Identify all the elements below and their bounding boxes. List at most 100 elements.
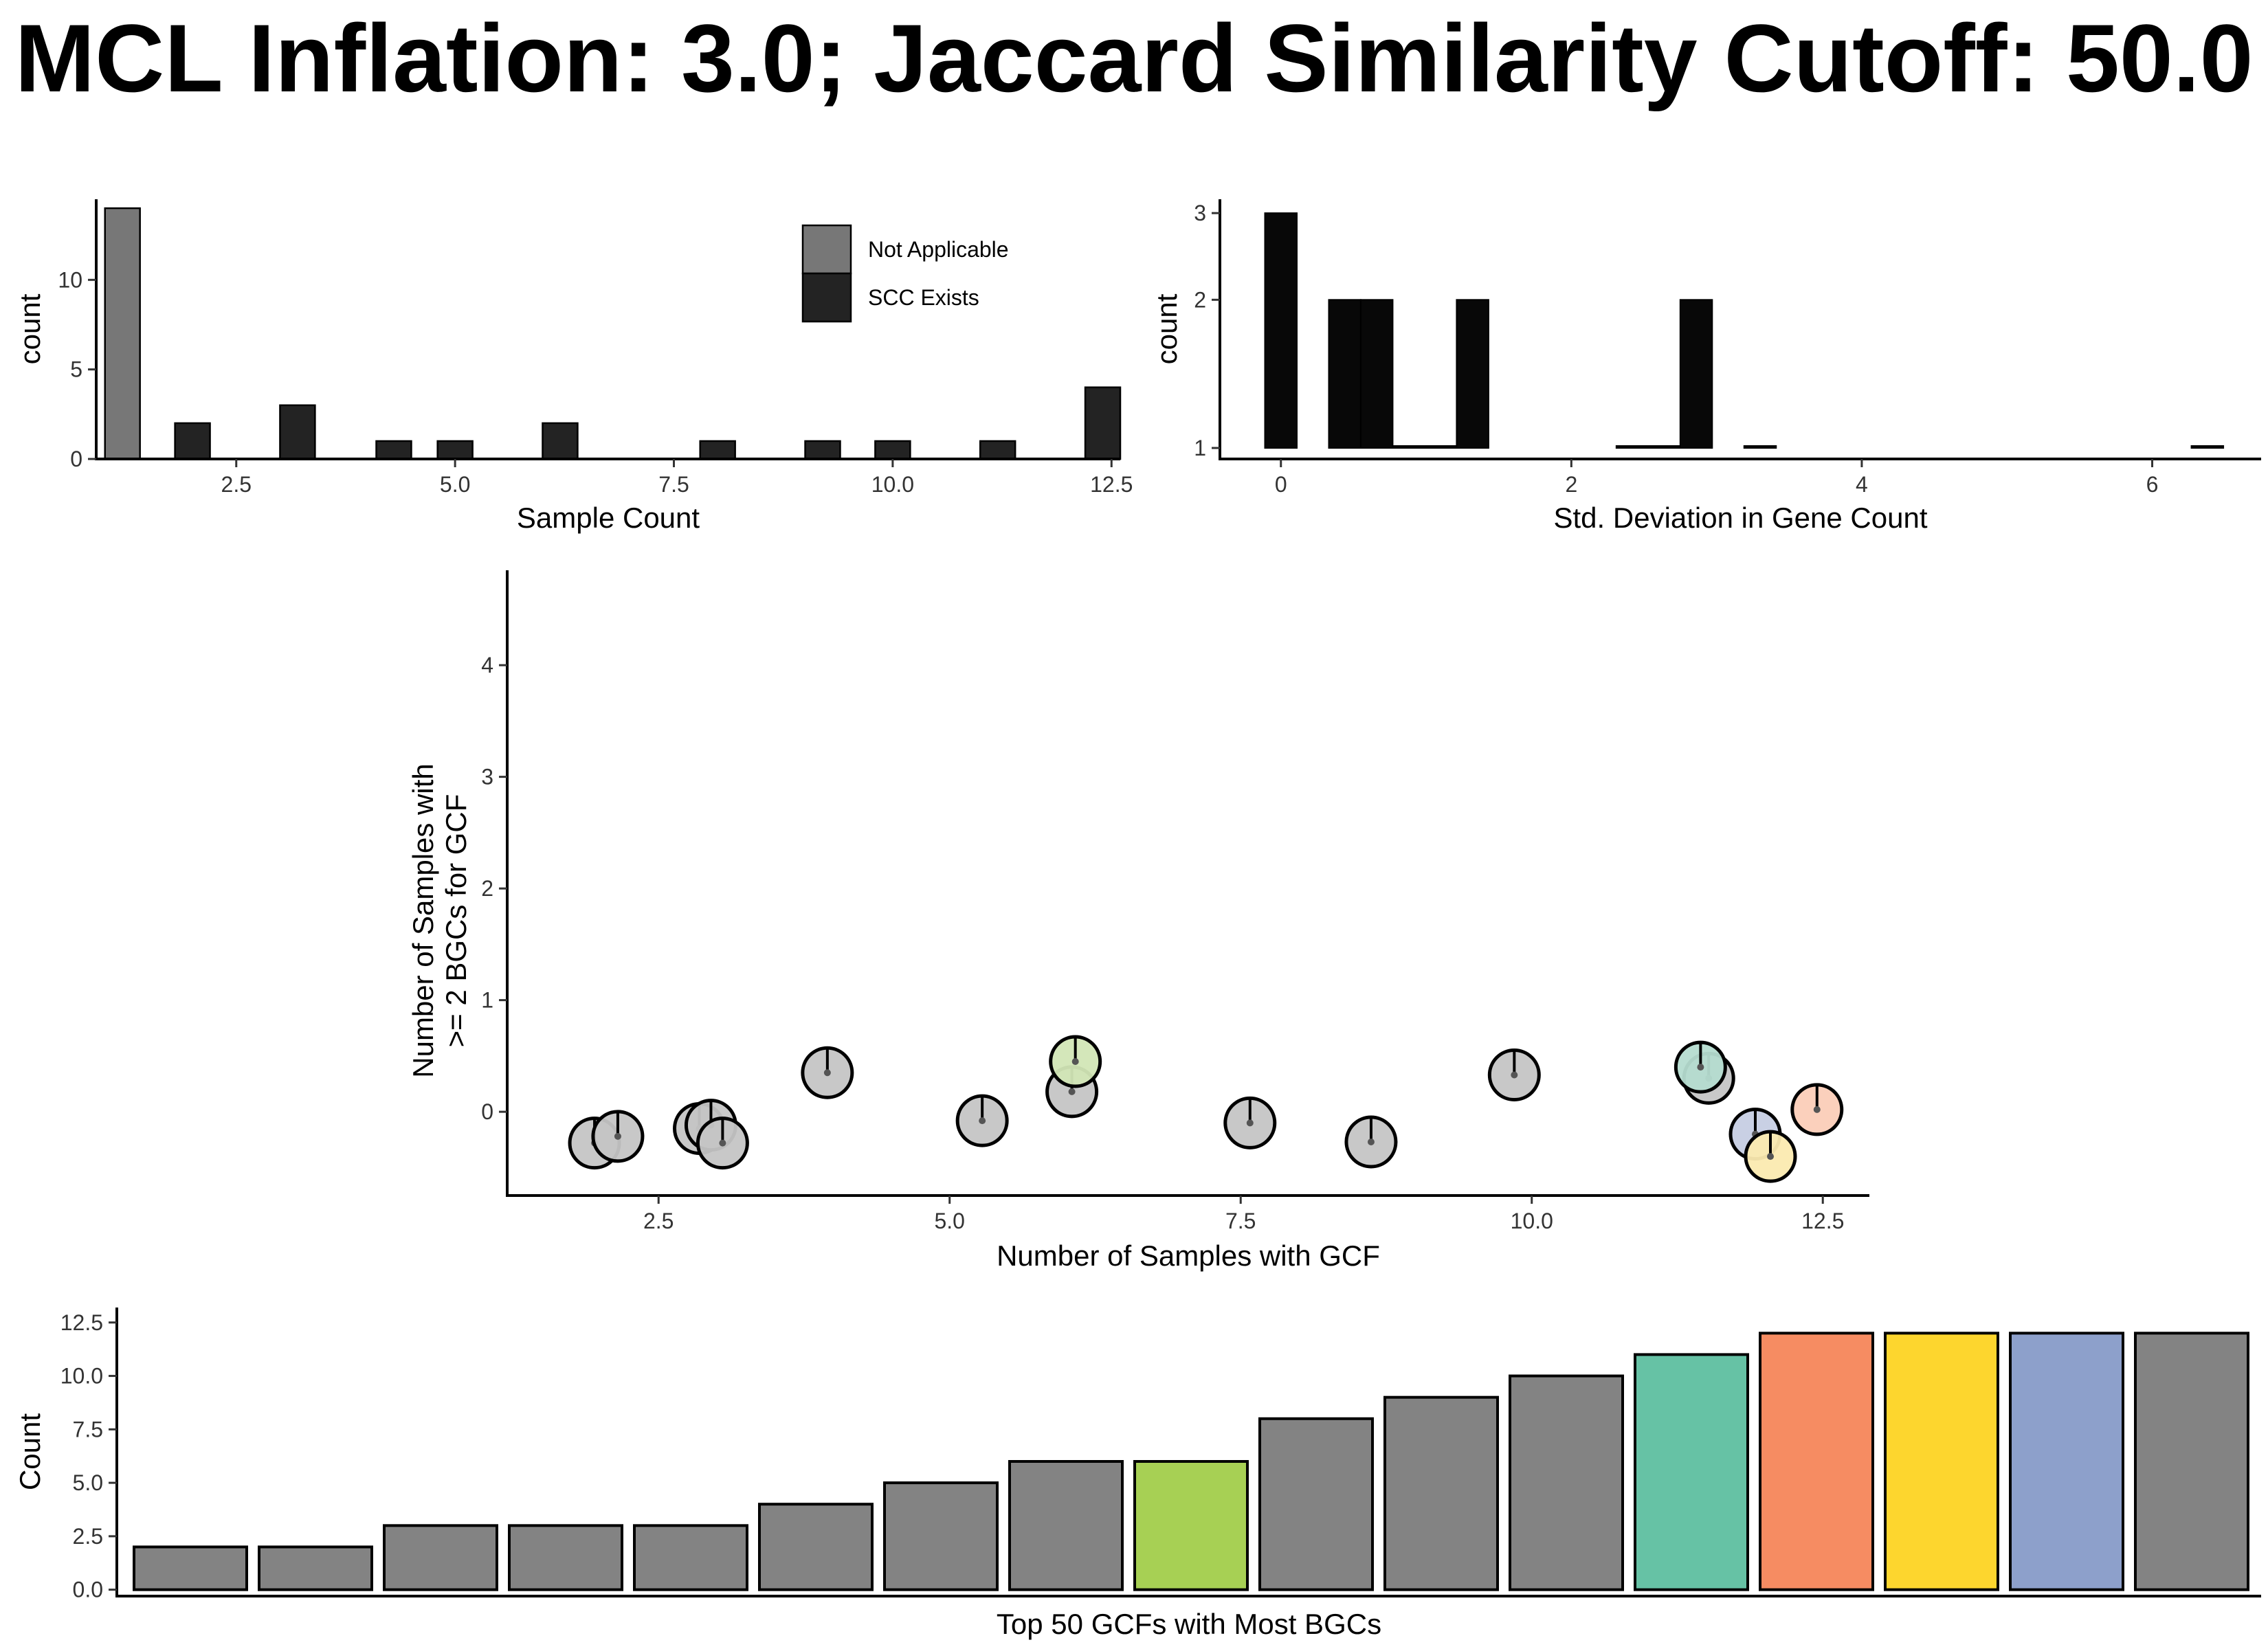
x-axis-title: Std. Deviation in Gene Count [1554, 502, 1928, 534]
gcf-bar [1008, 1460, 1124, 1591]
histogram-bar [1392, 445, 1425, 449]
sample-count-y-tick-label: 5 [70, 357, 82, 382]
histogram-bar [979, 440, 1016, 460]
histogram-bar [1328, 299, 1361, 449]
histogram-bar [1423, 445, 1458, 449]
gcf-bar [1383, 1395, 1499, 1591]
top-gcf-y-tick-label: 10.0 [60, 1364, 103, 1389]
scatter-point-center [1511, 1071, 1518, 1079]
scatter-point [801, 1046, 854, 1099]
std-dev-x-tick-label: 2 [1565, 472, 1577, 497]
sample-count-x-tick-label: 2.5 [221, 472, 252, 497]
scatter-point [1744, 1130, 1797, 1183]
legend-label: Not Applicable [868, 237, 1009, 262]
sample-count-histogram: 2.5 5.0 7.5 10.0 12.5 0 5 10 Sample Count count No… [14, 199, 1133, 534]
top-gcf-y-tick-label: 7.5 [73, 1417, 103, 1442]
histogram-bar [279, 404, 316, 460]
histogram-bar [375, 440, 412, 460]
gcf-bar [633, 1524, 748, 1591]
histogram-bar [1456, 299, 1489, 449]
scatter-point [1344, 1115, 1398, 1169]
page-title: MCL Inflation: 3.0; Jaccard Similarity C… [14, 4, 2254, 112]
y-axis-title: Count [14, 1413, 46, 1490]
legend-key [801, 224, 852, 275]
top-gcf-bar-chart: 0.0 2.5 5.0 7.5 10.0 12.5 Top 50 GCFs with Mos… [14, 1308, 2261, 1640]
std-dev-y-tick-label: 3 [1194, 201, 1206, 225]
sample-count-x-tick-label: 10.0 [871, 472, 914, 497]
scatter-x-tick-label: 10.0 [1511, 1209, 1553, 1233]
scatter-point [696, 1117, 749, 1170]
histogram-bar [699, 440, 736, 460]
top-gcf-y-tick-label: 2.5 [73, 1524, 103, 1549]
histogram-bar [1084, 386, 1122, 460]
scatter-point-center [1068, 1088, 1076, 1095]
std-dev-x-tick-label: 0 [1275, 472, 1287, 497]
y-axis-title: count [1150, 293, 1183, 364]
scatter-point-center [1071, 1058, 1079, 1065]
y-axis-title: Number of Samples with>= 2 BGCs for GCF [407, 763, 472, 1078]
scatter-point [1049, 1035, 1102, 1088]
scatter-point [955, 1094, 1009, 1147]
scatter-point-center [1246, 1119, 1254, 1127]
histogram-bar [104, 207, 141, 460]
y-axis-title: count [14, 293, 46, 364]
x-axis-title: Top 50 GCFs with Most BGCs [997, 1608, 1381, 1640]
scatter-point [1487, 1048, 1541, 1101]
gcf-bar [1884, 1332, 1999, 1591]
scatter-y-tick-label: 0 [481, 1099, 493, 1124]
histogram-bar [804, 440, 841, 460]
scatter-point-center [1367, 1138, 1375, 1145]
scatter-x-tick-label: 7.5 [1225, 1209, 1256, 1233]
std-dev-y-tick-label: 2 [1194, 287, 1206, 312]
scatter-point-center [979, 1117, 986, 1125]
scatter-x-tick-label: 2.5 [643, 1209, 674, 1233]
top-gcf-y-tick-label: 5.0 [73, 1470, 103, 1495]
gcf-bar [258, 1545, 373, 1591]
histogram-bar [1743, 445, 1777, 449]
gcf-bar [1258, 1417, 1374, 1591]
gcf-scatter-plot: 2.5 5.0 7.5 10.0 12.5 0 1 2 3 4 Number of Samples … [407, 570, 1869, 1272]
sample-count-y-tick-label: 0 [70, 447, 82, 471]
scatter-point-center [823, 1069, 831, 1077]
std-dev-x-tick-label: 4 [1856, 472, 1868, 497]
scatter-y-tick-label: 4 [481, 653, 493, 677]
gcf-bar [1634, 1353, 1749, 1591]
y-axis-title-line: Number of Samples with [407, 763, 439, 1078]
gcf-bar [758, 1503, 874, 1591]
gcf-bar [2009, 1332, 2124, 1591]
top-gcf-y-tick-label: 0.0 [73, 1578, 103, 1602]
histogram-bar [874, 440, 911, 460]
gcf-bar [133, 1545, 248, 1591]
scatter-point-center [1813, 1106, 1821, 1113]
histogram-bar [542, 422, 579, 460]
histogram-bar [1264, 212, 1298, 449]
sample-count-x-tick-label: 5.0 [440, 472, 470, 497]
scatter-point [591, 1110, 645, 1163]
gcf-bar [383, 1524, 498, 1591]
scatter-y-tick-label: 1 [481, 988, 493, 1013]
scatter-y-tick-label: 3 [481, 765, 493, 789]
scatter-point [1674, 1040, 1727, 1094]
std-deviation-histogram: 0 2 4 6 1 2 3 Std. Deviation in Gene Count count [1150, 199, 2261, 534]
histogram-bar [1647, 445, 1681, 449]
x-axis-title: Number of Samples with GCF [997, 1239, 1380, 1272]
scatter-point [1790, 1083, 1844, 1136]
gcf-bar [508, 1524, 623, 1591]
scatter-x-tick-label: 12.5 [1801, 1209, 1844, 1233]
std-dev-y-tick-label: 1 [1194, 436, 1206, 460]
top-gcf-y-tick-label: 12.5 [60, 1310, 103, 1335]
scatter-y-tick-label: 2 [481, 876, 493, 901]
scatter-point-center [1697, 1064, 1704, 1071]
histogram-bar [1615, 445, 1649, 449]
scatter-point-center [1767, 1153, 1775, 1160]
histogram-bar [1359, 299, 1394, 449]
legend-label: SCC Exists [868, 285, 979, 310]
gcf-bar [883, 1481, 999, 1591]
sample-count-y-tick-label: 10 [58, 267, 82, 292]
gcf-bar [1759, 1332, 1874, 1591]
sample-count-x-tick-label: 7.5 [658, 472, 689, 497]
gcf-bar [1509, 1374, 1624, 1591]
gcf-bar [1133, 1460, 1249, 1591]
histogram-bar [1679, 299, 1713, 449]
